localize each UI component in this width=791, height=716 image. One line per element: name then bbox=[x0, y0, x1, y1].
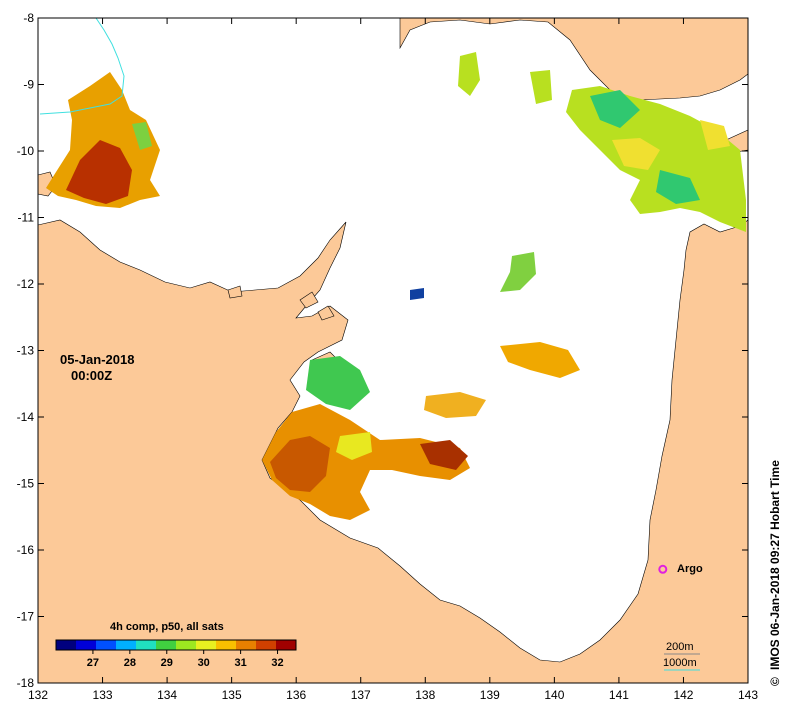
lon-tick-label: 139 bbox=[480, 688, 500, 702]
colorbar-segment bbox=[176, 640, 197, 650]
lat-tick-label: -8 bbox=[23, 11, 34, 25]
colorbar-ticks: 27 28 29 30 31 32 bbox=[87, 650, 284, 669]
contour-1000m-label: 1000m bbox=[663, 657, 697, 669]
contour-200m-label: 200m bbox=[666, 641, 694, 653]
colorbar-tick-label: 31 bbox=[234, 657, 246, 669]
lon-tick-label: 140 bbox=[544, 688, 564, 702]
sst-patch-nw-inner bbox=[66, 140, 132, 204]
colorbar-segment bbox=[216, 640, 237, 650]
colorbar-segment bbox=[76, 640, 97, 650]
lon-tick-label: 135 bbox=[222, 688, 242, 702]
colorbar-segment bbox=[276, 640, 297, 650]
lat-tick-label: -13 bbox=[17, 344, 35, 358]
sst-patch-ne-small bbox=[458, 52, 552, 104]
lon-tick-label: 134 bbox=[157, 688, 177, 702]
lat-axis: -8 -9 -10 -11 -12 -13 -14 -15 -16 -17 -18 bbox=[17, 11, 748, 690]
colorbar-tick-label: 30 bbox=[198, 657, 210, 669]
colorbar-segment bbox=[96, 640, 117, 650]
argo-float[interactable]: Argo bbox=[658, 563, 703, 575]
sst-patch-ne-green bbox=[590, 90, 700, 204]
argo-marker-icon bbox=[658, 564, 668, 574]
sst-patch-ne-outer bbox=[566, 86, 746, 232]
colorbar-segment bbox=[116, 640, 137, 650]
colorbar-tick-label: 32 bbox=[271, 657, 283, 669]
colorbar-tick-label: 27 bbox=[87, 657, 99, 669]
colorbar-segment bbox=[256, 640, 277, 650]
lat-tick-label: -18 bbox=[17, 676, 35, 690]
lat-tick-label: -11 bbox=[18, 211, 35, 225]
sst-patch-central-c bbox=[424, 392, 486, 418]
colorbar-tick-label: 28 bbox=[124, 657, 136, 669]
colorbar-segment bbox=[156, 640, 177, 650]
lon-tick-label: 133 bbox=[93, 688, 113, 702]
sst-patch-nw-green bbox=[132, 122, 152, 150]
sst-patch-sw-dark bbox=[420, 440, 468, 470]
lon-tick-label: 136 bbox=[286, 688, 306, 702]
lat-tick-label: -12 bbox=[17, 277, 35, 291]
sst-patch-central-b bbox=[500, 342, 580, 378]
colorbar-segment bbox=[136, 640, 157, 650]
lat-tick-label: -15 bbox=[17, 477, 35, 491]
sst-patch-sw-inner bbox=[270, 436, 330, 492]
sst-patch-sw-yellow bbox=[336, 432, 372, 460]
contour-1000m-nw bbox=[39, 17, 125, 115]
lon-tick-label: 143 bbox=[738, 688, 758, 702]
lon-tick-label: 141 bbox=[609, 688, 629, 702]
credit: © IMOS 06-Jan-2018 09:27 Hobart Time bbox=[768, 460, 782, 686]
lat-tick-label: -17 bbox=[17, 610, 35, 624]
colorbar-border bbox=[55, 639, 297, 651]
sst-patch-sw-green bbox=[306, 356, 370, 410]
legend-title: 4h comp, p50, all sats bbox=[110, 621, 224, 633]
land-arnhem bbox=[37, 219, 749, 684]
colorbar-segment bbox=[236, 640, 257, 650]
colorbar bbox=[55, 639, 297, 651]
lon-tick-label: 137 bbox=[351, 688, 371, 702]
copyright-symbol: © bbox=[768, 677, 782, 686]
land-png bbox=[399, 17, 749, 101]
colorbar-tick-label: 29 bbox=[161, 657, 173, 669]
contour-legend: 200m 1000m bbox=[663, 641, 700, 671]
date-label: 05-Jan-2018 bbox=[60, 352, 134, 367]
lat-tick-label: -9 bbox=[23, 78, 34, 92]
lat-tick-label: -14 bbox=[17, 410, 35, 424]
colorbar-segment bbox=[56, 640, 77, 650]
lat-tick-label: -10 bbox=[17, 144, 35, 158]
lon-axis: 132 133 134 135 136 137 138 139 140 141 142 143 bbox=[28, 18, 758, 702]
credit-text: IMOS 06-Jan-2018 09:27 Hobart Time bbox=[768, 460, 782, 670]
lon-tick-label: 132 bbox=[28, 688, 48, 702]
argo-label: Argo bbox=[677, 563, 703, 575]
sst-patch-ne-yellow bbox=[612, 120, 730, 170]
sst-patch-sw-outer bbox=[262, 404, 470, 520]
lat-tick-label: -16 bbox=[17, 543, 35, 557]
time-label: 00:00Z bbox=[71, 368, 112, 383]
colorbar-legend: 4h comp, p50, all sats 27 28 29 30 31 32 bbox=[55, 621, 297, 669]
sst-patch-central-a bbox=[500, 252, 536, 292]
sst-patch-central-d bbox=[410, 288, 424, 300]
lon-tick-label: 138 bbox=[415, 688, 435, 702]
land-wessel bbox=[227, 285, 335, 321]
colorbar-segment bbox=[196, 640, 217, 650]
sst-layer bbox=[46, 52, 746, 520]
lon-tick-label: 142 bbox=[673, 688, 693, 702]
